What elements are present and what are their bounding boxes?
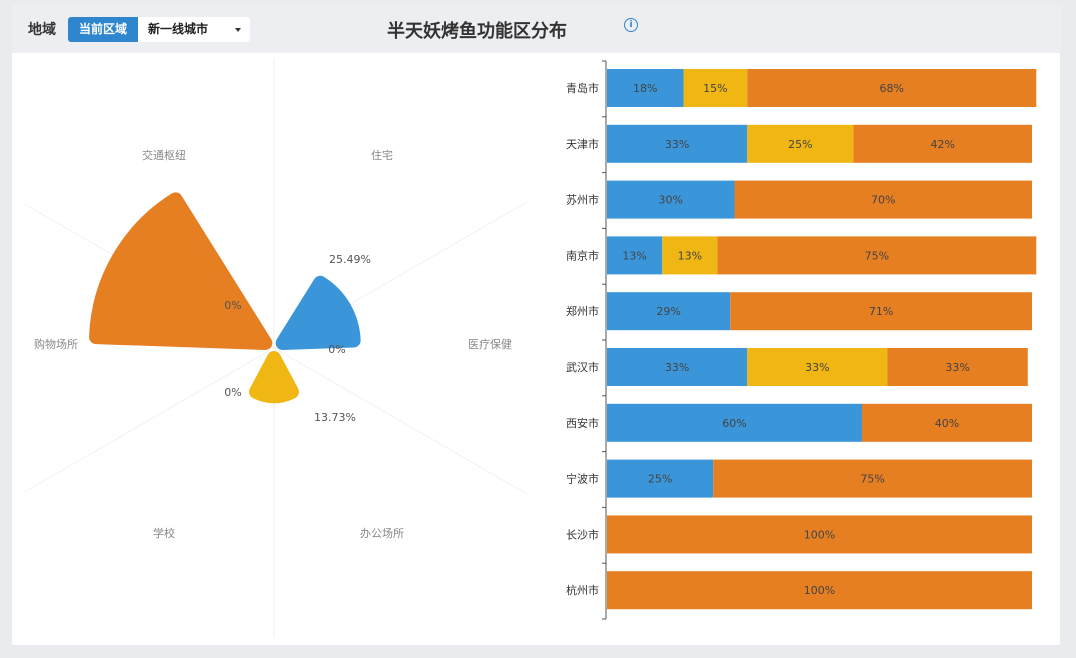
bar-value-label: 33% bbox=[945, 361, 969, 374]
bar-segment bbox=[747, 348, 888, 386]
bar-value-label: 13% bbox=[622, 249, 646, 262]
bar-segment bbox=[607, 348, 748, 386]
bar-value-label: 25% bbox=[648, 473, 672, 486]
caret-down-icon bbox=[235, 28, 241, 32]
city-label: 西安市 bbox=[566, 416, 599, 430]
bar-value-label: 13% bbox=[678, 249, 702, 262]
bar-value-label: 40% bbox=[935, 417, 959, 430]
bar-segment bbox=[607, 124, 748, 163]
bar-value-label: 100% bbox=[804, 584, 835, 597]
bar-value-label: 71% bbox=[869, 305, 893, 318]
radar-value-label: 0% bbox=[224, 299, 241, 312]
bar-segment bbox=[713, 459, 1032, 498]
current-region-button[interactable]: 当前区域 bbox=[68, 17, 138, 42]
city-label: 长沙市 bbox=[566, 527, 599, 541]
bar-segment bbox=[747, 124, 854, 163]
bar-value-label: 15% bbox=[703, 82, 727, 95]
city-label: 宁波市 bbox=[566, 472, 599, 486]
bar-value-label: 75% bbox=[860, 473, 884, 486]
bar-value-label: 30% bbox=[659, 194, 683, 207]
city-tier-select-value: 新一线城市 bbox=[148, 22, 209, 36]
radar-sector bbox=[275, 275, 361, 350]
bar-segment bbox=[607, 403, 862, 442]
radar-axis-line bbox=[22, 347, 275, 494]
city-stacked-bar-chart: 青岛市 18% 15% 68% 天津市 33% 25% 42% 苏州市 30% 70% 南京市 13% 1… bbox=[566, 60, 1037, 620]
radar-value-label: 25.49% bbox=[329, 253, 371, 266]
radar-value-label: 13.73% bbox=[314, 411, 356, 424]
bar-segment bbox=[747, 69, 1037, 107]
radar-category-label: 住宅 bbox=[371, 148, 393, 162]
bar-segment bbox=[607, 571, 1032, 610]
bar-segment bbox=[717, 236, 1037, 275]
bar-value-label: 100% bbox=[804, 528, 835, 541]
bar-segment bbox=[734, 180, 1032, 219]
radar-value-label: 0% bbox=[224, 386, 241, 399]
bar-segment bbox=[607, 515, 1032, 554]
radar-category-label: 学校 bbox=[153, 526, 175, 540]
city-label: 苏州市 bbox=[566, 193, 599, 207]
city-label: 杭州市 bbox=[566, 583, 599, 597]
city-label: 武汉市 bbox=[566, 360, 599, 374]
bar-value-label: 29% bbox=[656, 305, 680, 318]
bar-value-label: 18% bbox=[633, 82, 657, 95]
region-label: 地域 bbox=[28, 22, 56, 38]
bar-segment bbox=[662, 236, 718, 275]
bar-segment bbox=[887, 348, 1028, 386]
bar-value-label: 42% bbox=[931, 138, 955, 151]
bar-value-label: 70% bbox=[871, 194, 895, 207]
city-label: 郑州市 bbox=[566, 304, 599, 318]
bar-segment bbox=[607, 69, 684, 107]
bar-value-label: 68% bbox=[880, 82, 904, 95]
city-label: 南京市 bbox=[566, 248, 599, 262]
header-bar: 地域 当前区域 新一线城市 半天妖烤鱼功能区分布 i bbox=[12, 5, 1062, 53]
info-icon[interactable]: i bbox=[624, 18, 638, 32]
bar-segment bbox=[607, 459, 714, 498]
bar-segment bbox=[730, 292, 1032, 331]
bar-segment bbox=[853, 124, 1032, 163]
radar-category-label: 购物场所 bbox=[34, 337, 78, 351]
bar-value-label: 25% bbox=[788, 138, 812, 151]
radar-axis-line bbox=[273, 347, 526, 494]
radar-value-label: 0% bbox=[328, 343, 345, 356]
radar-sector bbox=[249, 351, 299, 404]
city-label: 青岛市 bbox=[566, 81, 599, 95]
bar-value-label: 33% bbox=[665, 361, 689, 374]
bar-segment bbox=[607, 180, 735, 219]
radar-category-label: 办公场所 bbox=[360, 526, 404, 540]
radar-category-label: 交通枢纽 bbox=[142, 148, 186, 162]
radar-sector bbox=[89, 192, 273, 350]
chart-title: 半天妖烤鱼功能区分布 bbox=[387, 21, 567, 42]
bar-segment bbox=[683, 69, 748, 107]
bar-value-label: 33% bbox=[805, 361, 829, 374]
bar-value-label: 75% bbox=[865, 249, 889, 262]
city-tier-select[interactable]: 新一线城市 bbox=[138, 17, 250, 42]
bar-segment bbox=[862, 403, 1032, 442]
bar-value-label: 33% bbox=[665, 138, 689, 151]
bar-segment bbox=[607, 236, 663, 275]
radar-category-label: 医疗保健 bbox=[468, 337, 512, 351]
bar-segment bbox=[607, 292, 731, 331]
bar-value-label: 60% bbox=[722, 417, 746, 430]
chart-panel: 住宅医疗保健办公场所 学校 购物场所 交通枢纽 25.49% 0% 13.73% 0% 0% 青… bbox=[12, 53, 1060, 645]
city-label: 天津市 bbox=[566, 137, 599, 151]
